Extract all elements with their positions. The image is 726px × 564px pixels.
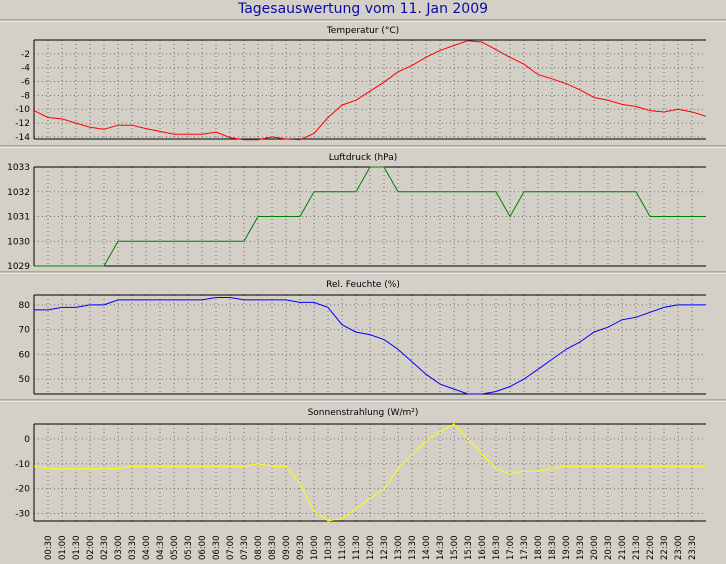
y-tick-label: -4	[21, 64, 30, 74]
y-tick-label: -20	[15, 485, 30, 495]
x-tick-label: 16:00	[478, 536, 488, 561]
x-tick-label: 15:30	[464, 536, 474, 561]
x-tick-label: 19:00	[562, 536, 572, 561]
series-line	[34, 166, 706, 267]
x-tick-label: 04:30	[156, 536, 166, 561]
x-tick-label: 15:00	[450, 536, 460, 561]
x-tick-label: 23:00	[674, 536, 684, 561]
x-tick-label: 20:30	[604, 536, 614, 561]
x-tick-label: 07:30	[240, 536, 250, 561]
y-tick-label: -12	[15, 119, 30, 129]
y-tick-label: -30	[15, 510, 30, 520]
x-tick-label: 13:00	[394, 536, 404, 561]
y-tick-label: 50	[19, 375, 31, 385]
x-tick-label: 05:30	[184, 536, 194, 561]
x-tick-label: 05:00	[170, 536, 180, 561]
x-tick-label: 12:00	[366, 536, 376, 561]
x-tick-label: 16:30	[492, 536, 502, 561]
x-tick-label: 01:30	[72, 536, 82, 561]
y-tick-label: -6	[21, 78, 30, 88]
x-tick-label: 21:00	[618, 536, 628, 561]
x-tick-label: 09:00	[282, 536, 292, 561]
x-tick-label: 01:00	[58, 536, 68, 561]
x-tick-label: 17:00	[506, 536, 516, 561]
x-tick-label: 06:00	[198, 536, 208, 561]
y-tick-label: -10	[15, 105, 30, 115]
series-line	[34, 297, 706, 395]
x-tick-label: 17:30	[520, 536, 530, 561]
panel-title: Rel. Feuchte (%)	[326, 280, 400, 290]
x-tick-label: 02:00	[86, 536, 96, 561]
y-tick-label: 60	[19, 350, 31, 360]
y-tick-label: 1032	[7, 188, 30, 198]
x-tick-label: 18:30	[548, 536, 558, 561]
y-tick-label: 1033	[7, 163, 30, 173]
x-tick-label: 08:30	[268, 536, 278, 561]
x-tick-label: 13:30	[408, 536, 418, 561]
y-tick-label: 1031	[7, 213, 30, 223]
x-tick-label: 02:30	[100, 536, 110, 561]
x-tick-label: 10:00	[310, 536, 320, 561]
x-tick-label: 03:30	[128, 536, 138, 561]
x-tick-label: 03:00	[114, 536, 124, 561]
x-tick-label: 10:30	[324, 536, 334, 561]
x-tick-label: 23:30	[688, 536, 698, 561]
x-tick-label: 11:30	[352, 536, 362, 561]
series-line	[33, 40, 707, 141]
x-tick-label: 06:30	[212, 536, 222, 561]
y-tick-label: 0	[24, 435, 30, 445]
x-tick-label: 14:30	[436, 536, 446, 561]
x-tick-label: 04:00	[142, 536, 152, 561]
y-tick-label: 1030	[7, 237, 30, 247]
x-tick-label: 11:00	[338, 536, 348, 561]
panel-title: Temperatur (°C)	[326, 26, 399, 36]
x-tick-label: 08:00	[254, 536, 264, 561]
panel-title: Luftdruck (hPa)	[329, 153, 398, 163]
y-tick-label: 80	[19, 301, 31, 311]
x-tick-label: 21:30	[632, 536, 642, 561]
x-tick-label: 12:30	[380, 536, 390, 561]
x-tick-label: 20:00	[590, 536, 600, 561]
page-title: Tagesauswertung vom 11. Jan 2009	[237, 1, 489, 17]
x-tick-label: 22:00	[646, 536, 656, 561]
y-tick-label: -2	[21, 50, 30, 60]
y-tick-label: -10	[15, 460, 30, 470]
x-tick-label: 19:30	[576, 536, 586, 561]
x-tick-label: 07:00	[226, 536, 236, 561]
x-tick-label: 00:30	[44, 536, 54, 561]
y-tick-label: 70	[19, 326, 31, 336]
x-tick-label: 14:00	[422, 536, 432, 561]
x-tick-label: 18:00	[534, 536, 544, 561]
x-tick-label: 22:30	[660, 536, 670, 561]
series-line	[33, 423, 706, 522]
y-tick-label: -14	[15, 133, 30, 143]
y-tick-label: -8	[21, 91, 30, 101]
y-tick-label: 1029	[7, 262, 30, 272]
x-tick-label: 09:30	[296, 536, 306, 561]
panel-title: Sonnenstrahlung (W/m²)	[308, 408, 419, 418]
